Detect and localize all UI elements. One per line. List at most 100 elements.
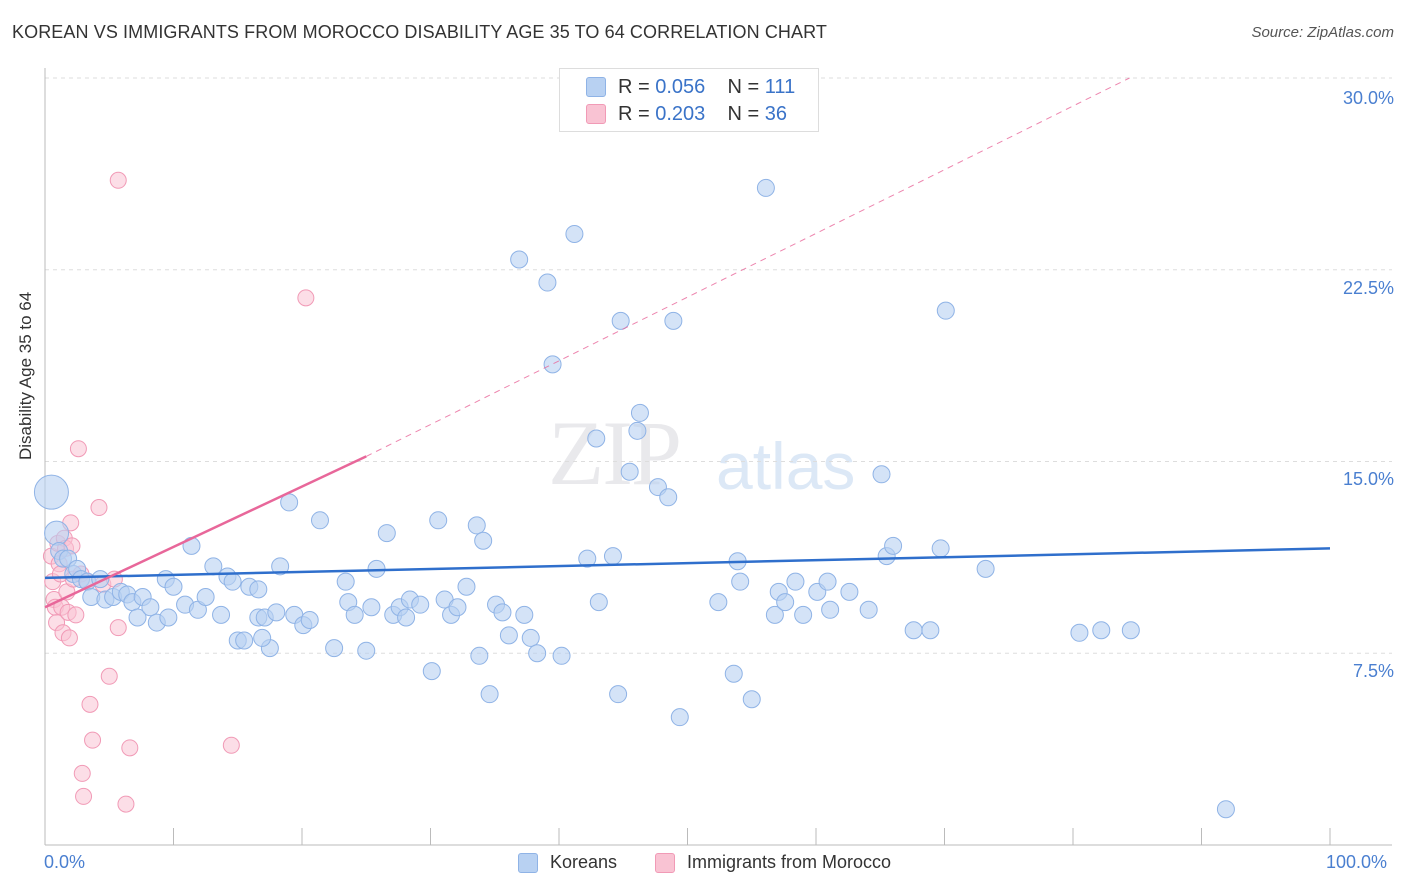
koreans-swatch [518, 853, 538, 873]
r-value: 0.203 [655, 103, 706, 125]
y-tick-label: 15.0% [1342, 469, 1394, 489]
korean-point [872, 465, 891, 484]
chart-title: KOREAN VS IMMIGRANTS FROM MOROCCO DISABI… [12, 22, 827, 42]
morocco-point [222, 736, 240, 754]
korean-point [429, 511, 448, 530]
korean-trend-line [44, 547, 1331, 580]
korean-point [448, 598, 467, 617]
morocco-point [90, 499, 108, 517]
korean-point [470, 646, 489, 665]
korean-point [528, 644, 547, 663]
morocco-point [67, 606, 85, 624]
korean-point [474, 531, 493, 550]
stats-legend: R = 0.056 N = 111 R = 0.203 N = 36 [559, 68, 819, 132]
korean-point [362, 598, 381, 617]
korean-point [253, 628, 272, 647]
korean-point [300, 611, 319, 630]
morocco-swatch [655, 853, 675, 873]
korean-point [510, 250, 529, 269]
morocco-point [69, 440, 87, 458]
koreans-swatch [586, 77, 606, 97]
korean-point [543, 355, 562, 374]
korean-point [1121, 621, 1140, 640]
x-tick-label-min: 0.0% [44, 852, 86, 872]
korean-point [859, 600, 878, 619]
korean-point [628, 421, 647, 440]
korean-point [936, 301, 955, 320]
morocco-point [75, 787, 93, 805]
korean-point [1216, 800, 1235, 819]
korean-point [552, 646, 571, 665]
morocco-point [109, 619, 127, 637]
koreans-label: Koreans [550, 852, 618, 872]
korean-point [818, 572, 837, 591]
korean-point [204, 557, 223, 576]
n-value: 111 [764, 76, 796, 98]
korean-point [357, 641, 376, 660]
korean-point [235, 631, 254, 650]
korean-point [457, 577, 476, 596]
korean-point [212, 605, 231, 624]
korean-point [422, 662, 441, 681]
morocco-point [73, 764, 91, 782]
korean-point [630, 403, 649, 422]
morocco-swatch [586, 104, 606, 124]
korean-point [271, 557, 290, 576]
korean-point [589, 593, 608, 612]
korean-point [670, 708, 689, 727]
morocco-point [297, 289, 315, 307]
morocco-point [100, 667, 118, 685]
korean-point [480, 685, 499, 704]
watermark-atlas: atlas [716, 429, 856, 503]
korean-point [33, 474, 69, 510]
korean-point [921, 621, 940, 640]
korean-point [164, 577, 183, 596]
korean-point [765, 605, 784, 624]
korean-point [587, 429, 606, 448]
korean-point [499, 626, 518, 645]
morocco-point [121, 739, 139, 757]
korean-point [538, 273, 557, 292]
korean-point [521, 628, 540, 647]
y-tick-label: 7.5% [1352, 661, 1394, 681]
legend-text-koreans: R = 0.056 N = 111 [618, 76, 795, 99]
korean-point [1092, 621, 1111, 640]
r-label: R = [618, 103, 656, 125]
korean-point [664, 311, 683, 330]
korean-point [659, 488, 678, 507]
morocco-label: Immigrants from Morocco [687, 852, 892, 872]
y-tick-label: 30.0% [1342, 88, 1394, 108]
korean-point [128, 608, 147, 627]
korean-point [603, 547, 622, 566]
korean-point [786, 572, 805, 591]
korean-point [742, 690, 761, 709]
korean-point [223, 572, 242, 591]
korean-point [578, 549, 597, 568]
korean-point [196, 588, 215, 607]
korean-point [249, 580, 268, 599]
korean-point [336, 572, 355, 591]
r-label: R = [618, 76, 656, 98]
source-credit: Source: ZipAtlas.com [1251, 24, 1394, 41]
korean-point [467, 516, 486, 535]
korean-point [397, 608, 416, 627]
r-value: 0.056 [655, 76, 706, 98]
morocco-point [84, 731, 102, 749]
korean-point [976, 559, 995, 578]
korean-point [821, 600, 840, 619]
x-tick-label-max: 100.0% [1326, 852, 1388, 872]
korean-point [709, 593, 728, 612]
korean-point [776, 593, 795, 612]
morocco-point [117, 795, 135, 813]
korean-point [1070, 623, 1089, 642]
morocco-trend-line [44, 455, 367, 609]
korean-point [411, 595, 430, 614]
legend-text-morocco: R = 0.203 N = 36 [618, 103, 787, 126]
korean-point [794, 605, 813, 624]
korean-point [377, 524, 396, 543]
morocco-point [81, 695, 99, 713]
morocco-trend-extension [366, 77, 1130, 457]
n-value: 36 [764, 103, 788, 125]
korean-point [884, 536, 903, 555]
